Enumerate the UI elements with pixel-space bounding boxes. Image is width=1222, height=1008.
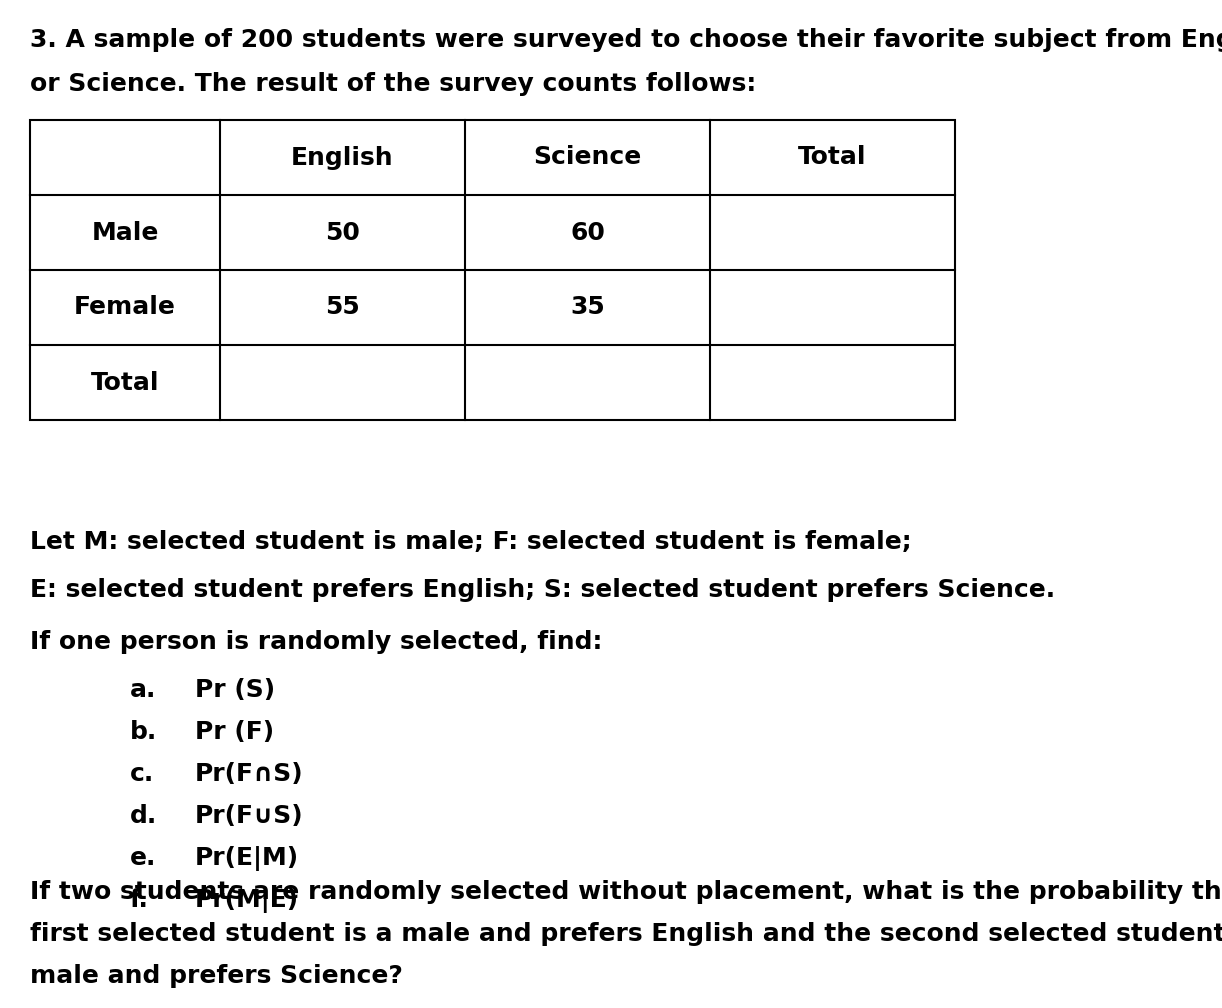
Text: first selected student is a male and prefers English and the second selected stu: first selected student is a male and pre…: [31, 922, 1222, 946]
Text: Science: Science: [533, 145, 642, 169]
Text: English: English: [291, 145, 393, 169]
Text: If one person is randomly selected, find:: If one person is randomly selected, find…: [31, 630, 602, 654]
Text: b.: b.: [130, 720, 158, 744]
Text: Total: Total: [798, 145, 866, 169]
Text: Male: Male: [92, 221, 159, 245]
Text: Pr(E|M): Pr(E|M): [196, 846, 299, 871]
Text: e.: e.: [130, 846, 156, 870]
Text: 35: 35: [571, 295, 605, 320]
Text: 60: 60: [569, 221, 605, 245]
Text: d.: d.: [130, 804, 158, 828]
Text: Total: Total: [90, 371, 159, 394]
Bar: [31, 120, 956, 420]
Text: male and prefers Science?: male and prefers Science?: [31, 964, 403, 988]
Text: or Science. The result of the survey counts follows:: or Science. The result of the survey cou…: [31, 72, 756, 96]
Text: Pr (F): Pr (F): [196, 720, 274, 744]
Text: 55: 55: [325, 295, 359, 320]
Text: 50: 50: [325, 221, 360, 245]
Text: If two students are randomly selected without placement, what is the probability: If two students are randomly selected wi…: [31, 880, 1222, 904]
Text: Let M: selected student is male; F: selected student is female;: Let M: selected student is male; F: sele…: [31, 530, 912, 554]
Text: Pr(F∩S): Pr(F∩S): [196, 762, 303, 786]
Text: a.: a.: [130, 678, 156, 702]
Text: Pr (S): Pr (S): [196, 678, 275, 702]
Text: 3. A sample of 200 students were surveyed to choose their favorite subject from : 3. A sample of 200 students were surveye…: [31, 28, 1222, 52]
Text: E: selected student prefers English; S: selected student prefers Science.: E: selected student prefers English; S: …: [31, 578, 1055, 602]
Text: Pr(M|E): Pr(M|E): [196, 888, 299, 913]
Text: f.: f.: [130, 888, 149, 912]
Text: Pr(F∪S): Pr(F∪S): [196, 804, 303, 828]
Text: c.: c.: [130, 762, 154, 786]
Text: Female: Female: [75, 295, 176, 320]
